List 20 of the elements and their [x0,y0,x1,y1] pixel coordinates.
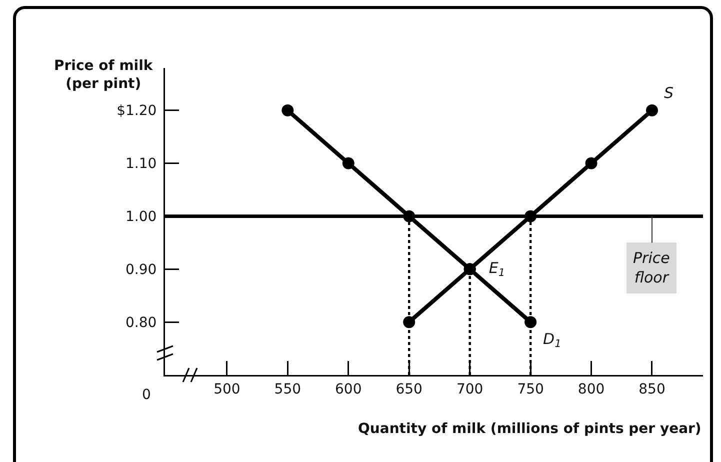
x-tick-label: 700 [456,381,484,398]
y-axis-title: Price of milk (per pint) [54,58,154,92]
y-tick-label: $1.20 [116,103,157,120]
y-tick-label: 0.80 [126,314,157,331]
y-tick-label: 1.10 [126,156,157,172]
x-tick-label: 650 [396,381,422,398]
y-tick-label: 1.00 [126,209,157,226]
series-label: S [664,84,674,102]
x-tick-label: 850 [638,381,666,398]
series-label: D$_{1}$ [543,330,562,350]
annotation: E$_{1}$ [470,258,506,280]
ref-line-label: Price floor [633,249,670,286]
x-axis-title: Quantity of milk (millions of pints per year) [358,421,702,437]
x-tick-label: 550 [274,381,302,398]
text: 0 [142,387,151,403]
x-tick-label: 500 [214,381,240,398]
x-tick-label: 600 [335,381,362,398]
x-tick-label: 800 [578,381,605,398]
y-tick-label: 0.90 [126,262,157,278]
x-tick-label: 750 [517,381,544,398]
